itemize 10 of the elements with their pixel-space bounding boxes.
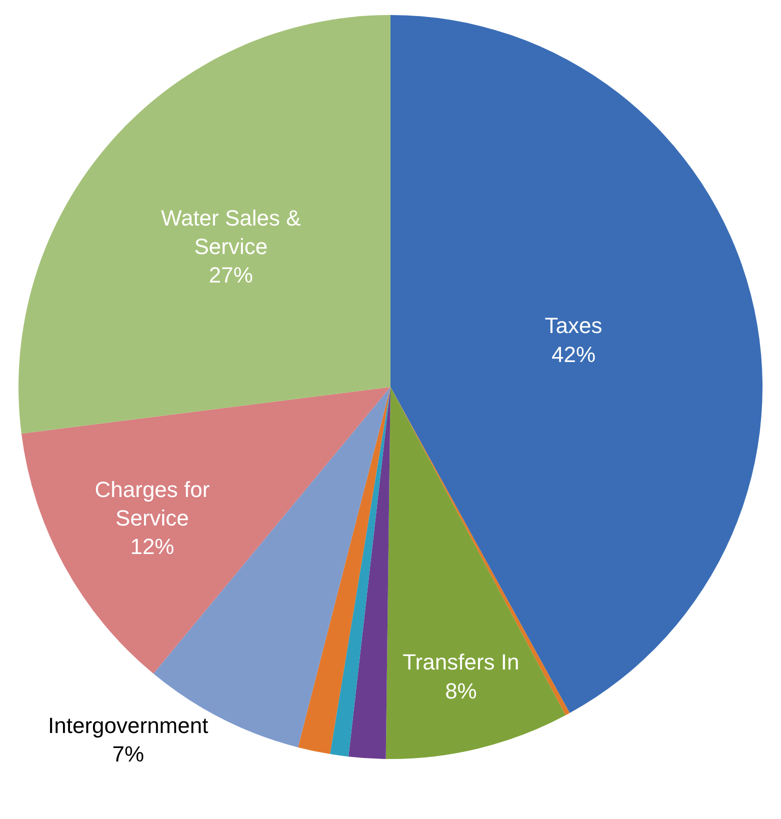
data-label: 12% bbox=[130, 534, 174, 560]
data-label: 7% bbox=[112, 742, 144, 767]
slice-label: Transfers In bbox=[402, 650, 520, 675]
slice-label: Taxes bbox=[544, 313, 602, 338]
slice-label: Charges for Service bbox=[94, 476, 210, 530]
data-label: 42% bbox=[552, 342, 596, 367]
slice-label: Water Sales & Service bbox=[161, 205, 302, 259]
slice-label: Intergovernment bbox=[48, 712, 208, 738]
data-label: 8% bbox=[445, 678, 477, 704]
data-label: 27% bbox=[208, 262, 253, 288]
